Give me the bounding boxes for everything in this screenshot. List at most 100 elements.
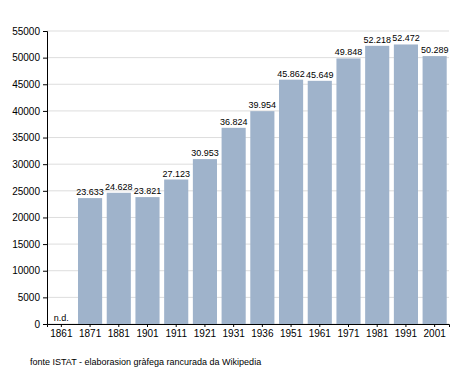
x-tick-mark [233, 324, 234, 327]
y-tick-mark [43, 191, 47, 192]
x-tick-mark [348, 324, 349, 327]
x-tick-label: 1911 [165, 328, 187, 339]
x-tick: 1931 [223, 324, 246, 339]
y-tick: 45000 [12, 79, 47, 90]
y-tick: 50000 [12, 52, 47, 63]
source-note: fonte ISTAT - elaborasion gràfega rancur… [30, 357, 261, 367]
x-tick-label: 1961 [309, 328, 332, 339]
x-tick: 1971 [337, 324, 360, 339]
y-tick: 55000 [12, 26, 47, 37]
data-label: 49.848 [335, 47, 363, 57]
x-tick: 1951 [280, 324, 303, 339]
data-label: 30.953 [191, 148, 219, 158]
y-tick-label: 0 [34, 319, 40, 330]
x-tick: 1961 [309, 324, 332, 339]
bar [250, 111, 274, 324]
data-label: 52.472 [392, 33, 420, 43]
x-tick-label: 1936 [251, 328, 274, 339]
y-tick-mark [43, 244, 47, 245]
data-label: n.d. [54, 313, 69, 323]
y-tick-label: 10000 [12, 265, 40, 276]
x-tick-mark [434, 324, 435, 327]
y-tick-label: 35000 [12, 132, 40, 143]
y-tick-mark [43, 111, 47, 112]
data-label: 50.289 [421, 45, 449, 55]
y-tick-mark [43, 217, 47, 218]
y-tick-mark [43, 297, 47, 298]
y-tick-label: 5000 [18, 292, 41, 303]
x-tick: 1911 [165, 324, 187, 339]
data-label: 45.862 [277, 69, 305, 79]
data-labels: n.d.23.63324.62823.82127.12330.95336.824… [54, 33, 449, 323]
data-label: 45.649 [306, 70, 334, 80]
bar [135, 197, 159, 324]
bars [78, 44, 447, 324]
bar [193, 159, 217, 324]
y-tick-label: 30000 [12, 159, 40, 170]
x-tick-mark [405, 324, 406, 327]
y-tick: 40000 [12, 106, 47, 117]
x-tick: 1881 [108, 324, 131, 339]
x-tick: 1901 [136, 324, 159, 339]
x-tick-mark [319, 324, 320, 327]
x-tick: 1981 [366, 324, 389, 339]
x-tick-label: 1991 [395, 328, 418, 339]
y-axis-line [43, 32, 48, 325]
y-tick-mark [43, 164, 47, 165]
y-tick-label: 55000 [12, 26, 40, 37]
x-tick: 1871 [79, 324, 102, 339]
grid-line [47, 31, 449, 32]
bar [365, 46, 389, 324]
x-tick: 2001 [424, 324, 447, 339]
y-tick: 5000 [18, 292, 47, 303]
x-tick-label: 1921 [194, 328, 217, 339]
x-tick-mark [118, 324, 119, 327]
data-label: 23.633 [76, 187, 104, 197]
x-tick-label: 1981 [366, 328, 389, 339]
x-tick-mark [377, 324, 378, 327]
data-label: 27.123 [162, 169, 190, 179]
x-tick-mark [291, 324, 292, 327]
x-tick-label: 1881 [108, 328, 131, 339]
bar [78, 198, 102, 324]
y-tick-label: 40000 [12, 106, 40, 117]
y-tick-mark [43, 138, 47, 139]
x-tick: 1936 [251, 324, 274, 339]
chart: 0 5000 10000 15000 20000 25000 30000 35000 40000… [0, 0, 455, 373]
x-tick-label: 1951 [280, 328, 303, 339]
x-tick-label: 2001 [424, 328, 447, 339]
x-tick: 1921 [194, 324, 217, 339]
grid [47, 31, 449, 324]
x-tick-mark [204, 324, 205, 327]
y-tick: 15000 [12, 239, 47, 250]
bar [107, 193, 131, 324]
data-label: 36.824 [220, 117, 248, 127]
y-tick-label: 50000 [12, 52, 40, 63]
y-tick-mark [43, 271, 47, 272]
y-tick-mark [43, 324, 47, 325]
y-tick-mark [43, 84, 47, 85]
y-tick: 10000 [12, 265, 47, 276]
data-label: 23.821 [134, 186, 162, 196]
x-tick: 1861 [50, 324, 73, 339]
y-tick: 20000 [12, 212, 47, 223]
y-tick-label: 20000 [12, 212, 40, 223]
x-tick-label: 1871 [79, 328, 102, 339]
x-tick: 1991 [395, 324, 418, 339]
y-axis: 0 5000 10000 15000 20000 25000 30000 35000 40000… [12, 26, 47, 330]
x-tick-label: 1971 [337, 328, 360, 339]
data-label: 39.954 [249, 100, 277, 110]
bar [423, 56, 447, 324]
y-tick-label: 15000 [12, 239, 40, 250]
x-tick-mark [176, 324, 177, 327]
y-tick-label: 25000 [12, 186, 40, 197]
bar [336, 58, 360, 324]
bar [394, 44, 418, 324]
y-tick-mark [43, 31, 47, 32]
y-tick: 35000 [12, 132, 47, 143]
x-tick-label: 1931 [223, 328, 246, 339]
plot: 0 5000 10000 15000 20000 25000 30000 35000 40000… [12, 26, 449, 339]
x-axis: 1861 1871 1881 1901 1911 1921 1931 1936 1951 1961… [48, 324, 450, 339]
x-tick-mark [262, 324, 263, 327]
bar [164, 180, 188, 324]
